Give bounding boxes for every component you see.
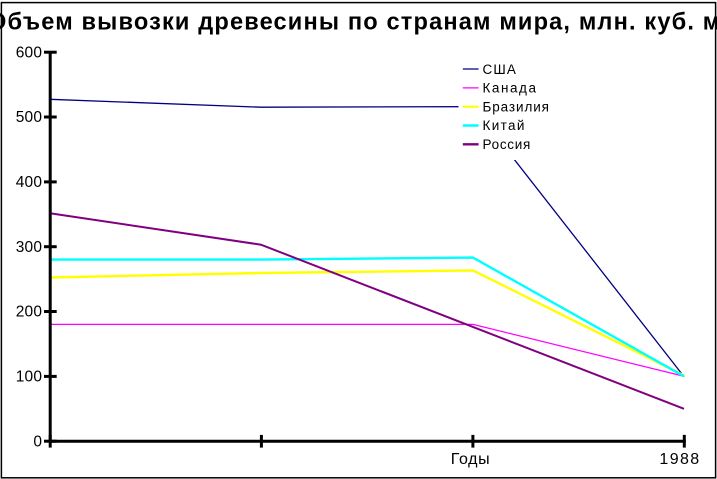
svg-text:Объем вывозки древесины по стр: Объем вывозки древесины по странам мира,… [0,10,717,36]
svg-text:500: 500 [16,109,43,126]
svg-text:Бразилия: Бразилия [483,99,550,114]
svg-text:США: США [483,62,517,77]
svg-text:Китай: Китай [483,118,526,133]
svg-text:100: 100 [16,369,43,386]
svg-text:400: 400 [16,174,43,191]
svg-text:Россия: Россия [483,137,531,152]
svg-text:Канада: Канада [483,81,538,96]
svg-text:0: 0 [33,433,42,450]
svg-text:200: 200 [16,304,43,321]
svg-text:1988: 1988 [659,451,700,468]
svg-text:600: 600 [16,44,43,61]
svg-text:Годы: Годы [451,451,490,468]
svg-text:300: 300 [16,239,43,256]
